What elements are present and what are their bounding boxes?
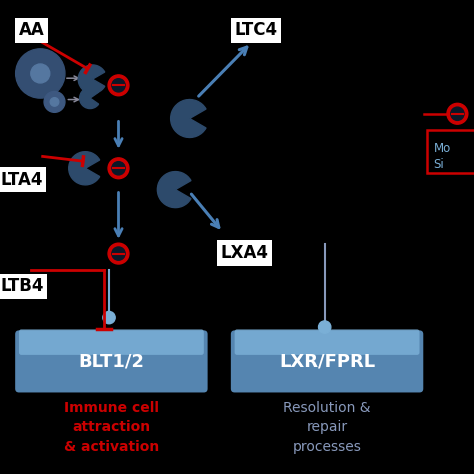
- Circle shape: [112, 247, 125, 260]
- Circle shape: [108, 243, 129, 264]
- Text: Resolution &
repair
processes: Resolution & repair processes: [283, 401, 371, 454]
- Circle shape: [44, 91, 65, 112]
- Wedge shape: [78, 65, 105, 93]
- Wedge shape: [80, 88, 99, 109]
- Text: LTC4: LTC4: [235, 21, 278, 39]
- Text: LTA4: LTA4: [0, 171, 43, 189]
- Circle shape: [103, 311, 115, 324]
- FancyBboxPatch shape: [235, 329, 419, 355]
- Text: BLT1/2: BLT1/2: [78, 353, 145, 370]
- Text: LXR/FPRL: LXR/FPRL: [279, 353, 375, 370]
- FancyBboxPatch shape: [15, 330, 208, 392]
- Circle shape: [108, 158, 129, 179]
- Circle shape: [447, 103, 468, 124]
- Text: Immune cell
attraction
& activation: Immune cell attraction & activation: [64, 401, 159, 454]
- Text: AA: AA: [19, 21, 45, 39]
- Wedge shape: [171, 100, 206, 137]
- Circle shape: [31, 64, 50, 83]
- Wedge shape: [157, 172, 191, 208]
- Text: LXA4: LXA4: [220, 244, 268, 262]
- Circle shape: [108, 75, 129, 96]
- Circle shape: [112, 162, 125, 175]
- Circle shape: [319, 321, 331, 333]
- Circle shape: [451, 107, 464, 120]
- Circle shape: [16, 49, 65, 98]
- FancyBboxPatch shape: [19, 329, 204, 355]
- FancyBboxPatch shape: [427, 130, 474, 173]
- Circle shape: [50, 98, 59, 106]
- Text: Mo
Si: Mo Si: [434, 142, 451, 171]
- FancyBboxPatch shape: [231, 330, 423, 392]
- Text: LTB4: LTB4: [0, 277, 44, 295]
- Wedge shape: [69, 152, 100, 185]
- Circle shape: [112, 79, 125, 92]
